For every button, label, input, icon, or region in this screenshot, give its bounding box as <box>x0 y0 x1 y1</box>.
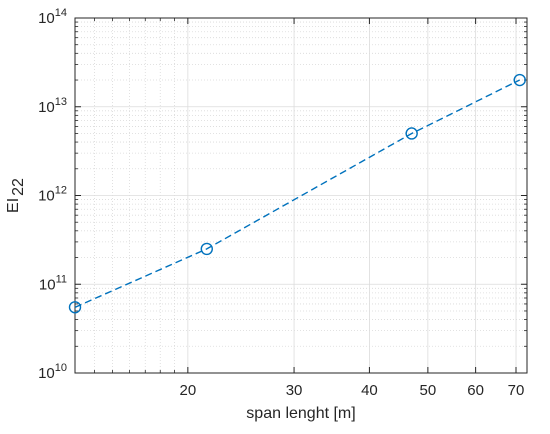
y-tick-label-base: 10 <box>38 99 55 116</box>
y-axis-label-main: EI <box>5 198 22 213</box>
y-tick-label: 1014 <box>38 7 67 27</box>
y-tick-label: 1012 <box>38 185 67 205</box>
axis-ticks <box>75 17 527 374</box>
y-tick-label-base: 10 <box>39 276 56 293</box>
x-axis-label: span lenght [m] <box>246 405 355 422</box>
y-axis-label: EI 22 <box>5 178 27 213</box>
y-tick-label-exponent: 13 <box>55 96 67 108</box>
y-tick-label-base: 10 <box>38 188 55 205</box>
series-line <box>74 79 521 308</box>
y-tick-label-base: 10 <box>38 10 55 27</box>
x-tick-label: 70 <box>508 382 525 399</box>
grid <box>75 18 527 373</box>
data-point-marker <box>68 301 82 314</box>
y-tick-label-exponent: 11 <box>56 273 67 285</box>
x-tick-label: 40 <box>361 382 378 399</box>
y-tick-label-exponent: 14 <box>55 7 67 19</box>
y-axis-label-subscript: 22 <box>10 178 27 196</box>
x-tick-label: 30 <box>286 382 303 399</box>
data-point-marker <box>405 127 418 140</box>
y-tick-label: 1010 <box>38 362 67 382</box>
series <box>68 73 526 314</box>
data-point-marker <box>513 73 526 87</box>
x-tick-label: 20 <box>180 382 197 399</box>
y-tick-label-base: 10 <box>38 365 55 382</box>
y-tick-label-exponent: 10 <box>55 362 67 374</box>
x-tick-label: 60 <box>467 382 484 399</box>
x-tick-label: 50 <box>420 382 437 399</box>
data-point-marker <box>200 242 213 256</box>
y-tick-label: 1013 <box>38 96 67 116</box>
y-tick-label-exponent: 12 <box>55 185 67 197</box>
y-tick-label: 1011 <box>39 273 67 293</box>
